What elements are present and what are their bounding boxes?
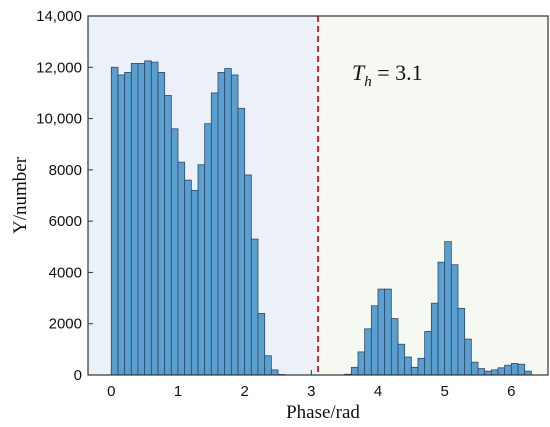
- histogram-bar: [270, 369, 279, 376]
- histogram-bar: [410, 366, 419, 376]
- histogram-bar: [384, 288, 392, 376]
- histogram-bar: [230, 74, 239, 376]
- y-tick-label: 4000: [49, 264, 82, 281]
- histogram-bar: [457, 307, 466, 376]
- histogram-bar: [164, 95, 172, 376]
- histogram-bar: [437, 261, 446, 376]
- histogram-bar: [430, 302, 439, 376]
- y-tick-label: 8000: [49, 162, 82, 179]
- histogram-bar: [124, 72, 132, 376]
- histogram-bar: [517, 363, 526, 376]
- histogram-bar: [130, 63, 139, 376]
- histogram-bar: [350, 366, 359, 376]
- y-tick-label: 12,000: [36, 59, 82, 76]
- histogram-bar: [244, 174, 252, 376]
- histogram-bar: [417, 357, 426, 376]
- histogram-bar: [504, 364, 512, 376]
- histogram-bar: [497, 367, 506, 376]
- histogram-bar: [237, 107, 246, 376]
- x-tick-label: 0: [107, 383, 115, 400]
- x-tick-label: 1: [174, 383, 182, 400]
- histogram-bar: [170, 128, 179, 376]
- histogram-bar: [470, 361, 479, 376]
- histogram-bar: [490, 369, 499, 376]
- plot-frame: [87, 15, 549, 376]
- y-tick-label: 2000: [49, 316, 82, 333]
- histogram-bar: [210, 92, 219, 376]
- histogram-bar: [510, 363, 519, 376]
- histogram-bar: [397, 343, 406, 376]
- histogram-bar: [204, 123, 212, 376]
- histogram-bar: [224, 68, 232, 376]
- histogram-bar: [404, 356, 412, 376]
- histogram-bar: [190, 189, 199, 376]
- y-axis-ticks: 0 2000 4000 6000 8000 10,000 12,000 14,000: [36, 8, 93, 384]
- histogram-bar: [250, 238, 259, 376]
- histogram-bar: [444, 241, 452, 376]
- threshold-annotation: Th = 3.1: [352, 60, 423, 90]
- histogram-bar: [264, 355, 272, 376]
- histogram-bar: [150, 61, 159, 376]
- histogram-bar: [137, 63, 146, 376]
- histogram-bars: [110, 60, 532, 376]
- histogram-bar: [110, 66, 119, 376]
- histogram-bar: [257, 313, 266, 376]
- histogram-bar: [377, 288, 386, 376]
- y-tick-label: 6000: [49, 213, 82, 230]
- x-tick-label: 2: [240, 383, 248, 400]
- histogram-bar: [184, 179, 192, 376]
- histogram-bar: [370, 305, 379, 376]
- annotation-subscript: h: [364, 74, 372, 90]
- histogram-bar: [464, 338, 472, 376]
- y-tick-label: 10,000: [36, 111, 82, 128]
- annotation-equals: = 3.1: [372, 60, 423, 85]
- x-tick-label: 3: [307, 383, 315, 400]
- x-tick-label: 4: [374, 383, 382, 400]
- histogram-bar: [390, 318, 399, 376]
- histogram-bar: [357, 351, 366, 376]
- x-tick-label: 5: [440, 383, 448, 400]
- histogram-bar: [144, 60, 152, 376]
- histogram-bar: [424, 331, 432, 376]
- histogram-bar: [177, 161, 186, 376]
- histogram-bar: [217, 72, 226, 376]
- histogram-bar: [117, 74, 126, 376]
- x-axis-label: Phase/rad: [286, 402, 360, 423]
- y-tick-label: 14,000: [36, 8, 82, 25]
- annotation-variable: T: [352, 60, 366, 85]
- x-tick-label: 6: [507, 383, 515, 400]
- y-axis-label: Y/number: [10, 156, 31, 234]
- histogram-bar: [364, 328, 372, 376]
- histogram-bar: [197, 164, 206, 376]
- histogram-bar: [450, 264, 459, 376]
- y-tick-label: 0: [74, 367, 82, 384]
- histogram-bar: [477, 368, 486, 376]
- histogram-bar: [157, 72, 166, 376]
